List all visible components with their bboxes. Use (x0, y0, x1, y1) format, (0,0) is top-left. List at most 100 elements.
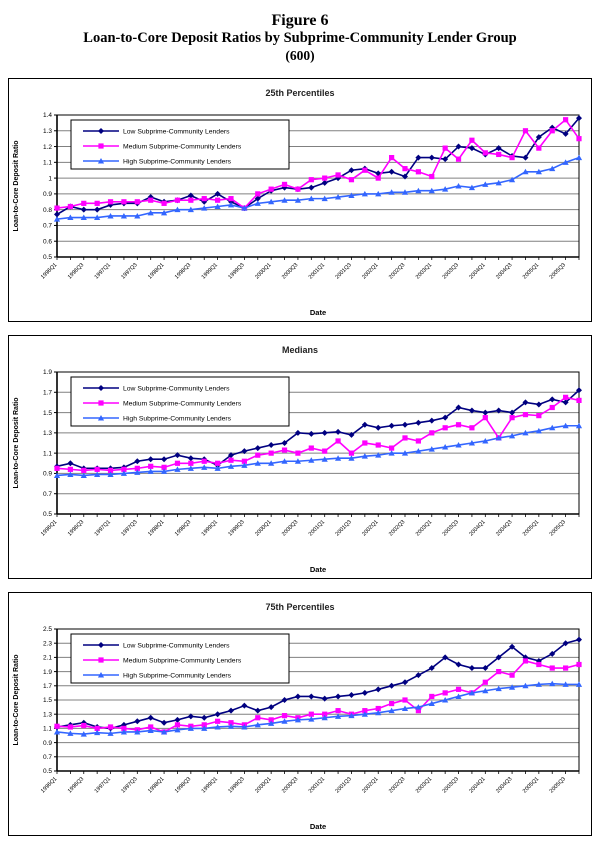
series-marker (535, 427, 542, 434)
series-marker (335, 428, 342, 435)
series-marker (388, 682, 395, 689)
series-marker (549, 424, 556, 431)
series-marker (201, 205, 208, 211)
series-marker (174, 466, 181, 472)
series-marker (281, 181, 288, 187)
series-marker (228, 457, 234, 463)
y-tick-label: 0.7 (43, 491, 52, 498)
series-marker (215, 197, 221, 203)
series-line-0 (56, 389, 580, 470)
series-marker (308, 716, 315, 722)
series-marker (97, 414, 105, 421)
x-tick-label: 2005Q1 (522, 262, 540, 280)
series-marker (428, 665, 435, 672)
series-marker (147, 468, 154, 474)
x-tick-label: 2002Q3 (388, 519, 406, 537)
series-marker (187, 192, 194, 199)
series-marker (536, 412, 542, 419)
series-marker (536, 145, 542, 151)
y-axis-title: Loan-to-Core Deposit Ratio (13, 654, 20, 745)
series-marker (576, 136, 582, 142)
series-marker (375, 190, 382, 197)
series-marker (67, 214, 74, 221)
x-tick-label: 2003Q1 (415, 262, 433, 280)
series-marker (442, 425, 448, 431)
series-marker (455, 182, 462, 189)
x-tick-label: 2001Q3 (335, 776, 353, 794)
series-marker (335, 708, 341, 714)
series-marker (482, 415, 488, 421)
series-marker (107, 730, 114, 736)
series-marker (575, 681, 583, 687)
series-marker (375, 442, 381, 448)
series-marker (415, 704, 422, 710)
series-marker (294, 458, 302, 464)
x-tick-label: 2004Q3 (495, 776, 513, 794)
series-marker (268, 717, 274, 723)
y-tick-label: 1.5 (43, 410, 52, 417)
series-line-2 (56, 156, 580, 220)
series-marker (121, 199, 127, 205)
series-marker (67, 203, 73, 210)
series-marker (94, 206, 101, 213)
legend-label: High Subprime-Community Lenders (123, 672, 232, 679)
y-tick-label: 0.5 (43, 768, 52, 775)
x-tick-label: 2005Q1 (522, 519, 540, 537)
series-marker (281, 718, 288, 724)
series-marker (98, 400, 104, 406)
legend-label: High Subprime-Community Lenders (123, 415, 232, 422)
series-marker (563, 117, 569, 123)
y-tick-label: 1.3 (43, 711, 52, 718)
series-marker (308, 195, 315, 202)
series-marker (509, 409, 516, 416)
legend-label: Low Subprime-Community Lenders (123, 128, 230, 135)
series-marker (67, 730, 74, 736)
series-marker (535, 657, 542, 664)
series-marker (348, 450, 355, 456)
series-marker (254, 460, 261, 466)
x-tick-label: 1998Q3 (174, 519, 192, 537)
series-marker (308, 457, 315, 463)
series-marker (415, 169, 421, 175)
series-marker (482, 150, 488, 156)
x-tick-label: 1999Q1 (201, 262, 219, 280)
series-marker (98, 384, 104, 391)
series-marker (361, 711, 368, 717)
y-tick-label: 1.9 (43, 369, 52, 376)
series-marker (428, 446, 435, 452)
series-marker (402, 679, 408, 686)
series-marker (228, 707, 234, 714)
series-marker (241, 448, 248, 455)
series-marker (80, 214, 87, 221)
series-marker (268, 186, 274, 192)
series-marker (469, 137, 475, 143)
series-marker (549, 396, 556, 403)
x-tick-label: 2000Q1 (254, 519, 272, 537)
series-marker (281, 439, 288, 446)
series-marker (375, 175, 381, 181)
panel-75th-percentiles: 75th Percentiles 0.5 0.7 0.9 1.1 1.3 1.5 1.7 1.… (8, 591, 592, 836)
series-marker (80, 206, 87, 213)
series-marker (562, 130, 569, 137)
x-tick-label: 2004Q3 (495, 519, 513, 537)
x-tick-label: 2003Q3 (442, 262, 460, 280)
series-marker (388, 450, 395, 456)
series-marker (107, 467, 114, 473)
series-marker (576, 397, 582, 403)
series-marker (455, 661, 462, 668)
series-marker (268, 198, 275, 205)
series-marker (94, 466, 100, 472)
series-marker (134, 465, 140, 471)
series-marker (402, 173, 408, 180)
series-marker (187, 206, 194, 213)
x-tick-label: 2000Q1 (254, 262, 272, 280)
series-marker (227, 201, 235, 208)
x-tick-label: 1998Q3 (174, 776, 192, 794)
series-marker (389, 445, 395, 451)
series-marker (468, 407, 475, 414)
series-line-2 (56, 424, 579, 477)
series-marker (401, 705, 409, 711)
series-marker (81, 200, 87, 206)
y-tick-label: 0.6 (43, 238, 52, 245)
x-tick-label: 2004Q1 (468, 776, 486, 794)
